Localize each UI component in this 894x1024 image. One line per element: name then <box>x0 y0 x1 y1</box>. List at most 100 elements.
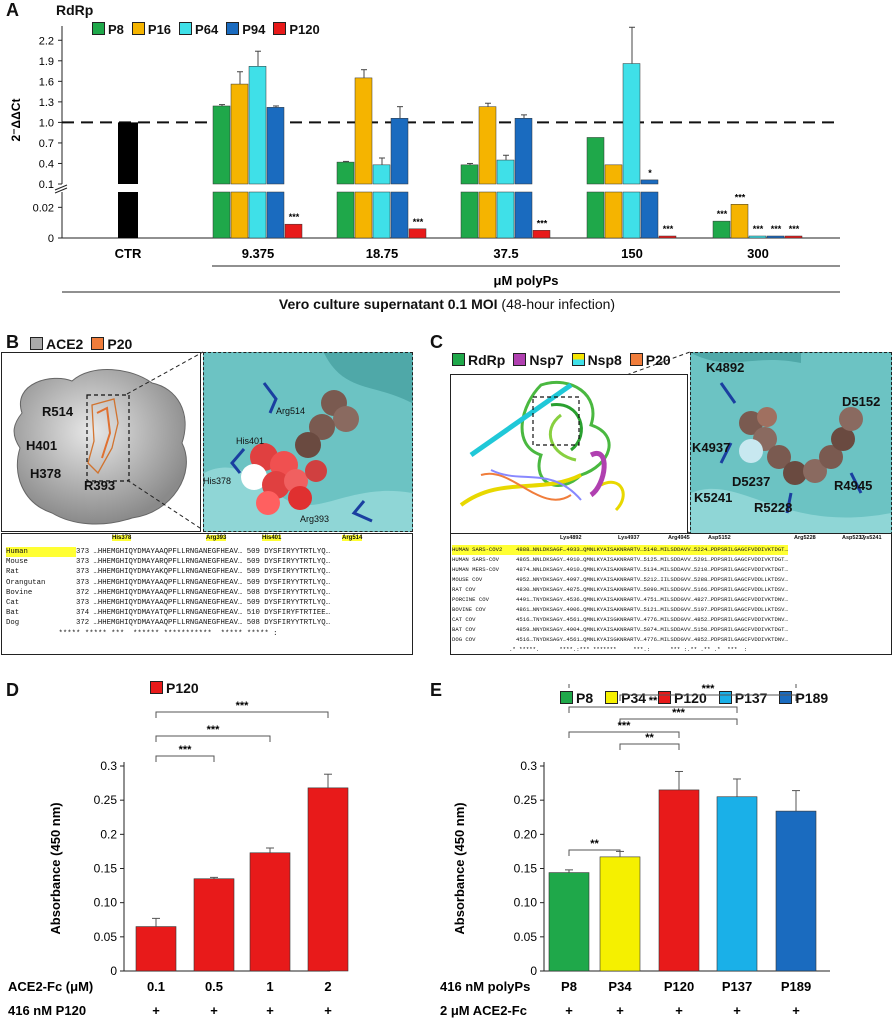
bar-a-P94-4-upper <box>640 179 659 185</box>
legend-c-label-2: Nsp8 <box>587 352 622 368</box>
chart-d-ylabel: Absorbance (450 nm) <box>48 802 63 934</box>
chart-a-svg: 2.2 1.9 1.6 1.3 1.0 0.7 0.4 0.1 0.02 0 2⁻ΔΔCt CTR 9.… <box>9 26 840 293</box>
alignment-row-c-4: RAT COV 4830…NNYDKSAGY…4875…QMNLKYAISAKNR… <box>452 585 888 595</box>
bar-a-P64-1-upper <box>248 66 267 185</box>
species-b-6: Bat <box>6 609 20 618</box>
legend-c-item-0: RdRp <box>452 352 505 368</box>
bar-a-P64-3-upper <box>496 159 515 185</box>
zoom-residue-b-3: Arg393 <box>300 514 330 524</box>
sig-a-P64-5: *** <box>753 224 764 234</box>
zoom-residue-c-1: D5152 <box>842 394 881 409</box>
alignment-row-c-7: CAT COV 4516…TNYDKSAGY…4561…QMNLKYAISGKNR… <box>452 615 888 625</box>
bar-a-P8-3-lower <box>460 191 479 239</box>
alignment-header-c-2: Arg4945 <box>668 535 690 541</box>
bar-a-P120-4 <box>658 235 677 239</box>
alignment-row-b-1: Mouse 373 …HHEMGHIQYDMAYARQPFLLRNGANEGFHE… <box>6 557 408 567</box>
zoom-residue-c-6: R5228 <box>754 500 793 515</box>
chart-e-tick-label-4: 0.20 <box>514 827 538 841</box>
legend-a-item-2: P64 <box>179 22 218 37</box>
chart-e-tick-label-0: 0 <box>530 964 537 978</box>
alignment-header-b-0: His378 <box>112 535 132 541</box>
alignment-header-b-1: Arg393 <box>206 535 227 541</box>
ligand-spheres-c <box>739 407 863 485</box>
bar-a-P120-3 <box>532 230 551 239</box>
bar-a-P8-2-upper <box>336 161 355 185</box>
legend-e-label-3: P137 <box>734 690 768 706</box>
panel-a-chart: 2.2 1.9 1.6 1.3 1.0 0.7 0.4 0.1 0.02 0 2⁻ΔΔCt CTR 9.… <box>0 0 894 320</box>
legend-e-swatch-2 <box>658 691 672 704</box>
axis-break-a-2 <box>54 187 68 194</box>
species-c-2: HUMAN MERS-COV <box>452 566 499 573</box>
species-c-3: MOUSE COV <box>452 576 483 583</box>
protein-complex-image-c <box>450 374 688 534</box>
sequence-b-5-b: 509 DYSFIRYYTRTLYQ… <box>246 599 330 608</box>
tick-label-a-upper-2: 1.6 <box>39 76 54 88</box>
alignment-row-c-3: MOUSE COV 4952…NNYDKSAGY…4997…QMNLKYAISAK… <box>452 575 888 585</box>
sequence-c-7: 4516…TNYDKSAGY…4561…QMNLKYAISGKNRARTV…47… <box>516 616 788 623</box>
zoom-residue-c-5: K5241 <box>694 490 733 505</box>
zoom-residue-b-2: His378 <box>203 476 232 486</box>
residue-label-b-2: H378 <box>30 466 62 481</box>
zoom-residue-b-1: His401 <box>236 436 265 446</box>
species-b-3: Orangutan <box>6 578 46 587</box>
bar-a-P8-5 <box>712 220 731 239</box>
residue-label-b-0: R514 <box>42 404 74 419</box>
chart-a-footer-normal: (48-hour infection) <box>497 296 616 312</box>
bar-a-P16-1-upper <box>230 83 249 185</box>
alignment-rows-b: Human 373 …HHEMGHIQYDMAYAAQPFLLRNGANEGFHE… <box>6 547 408 639</box>
alignment-row-c-0: HUMAN SARS-COV2 4888…NNLDKSAGF…4933…QMNLK… <box>452 545 888 555</box>
sequence-b-4-a: 372 …HHEMGHIQYDMAYAAQPFLLRNGANEGFHEAV… <box>76 588 247 597</box>
tick-label-a-lower-0: 0.02 <box>33 202 54 214</box>
chart-d-tick-label-4: 0.2 <box>100 827 117 841</box>
bar-a-ctr-lower <box>118 192 138 238</box>
species-b-7: Dog <box>6 619 20 628</box>
legend-b-label-0: ACE2 <box>46 336 84 352</box>
bar-a-P16-5 <box>730 204 749 239</box>
bar-a-P64-4-lower <box>622 191 641 239</box>
chart-d-plus-3: + <box>324 1003 332 1018</box>
alignment-header-b-3: Arg514 <box>342 535 363 541</box>
alignment-header-c-1: Lys4937 <box>618 535 640 541</box>
legend-e-label-0: P8 <box>576 690 594 706</box>
chart-e-sig-label-4: *** <box>672 707 686 719</box>
chart-d-bar-3 <box>307 787 349 972</box>
sequence-c-5: 4491…TNYDKSAGY…4536…QMNLKYAISAKNRARTV…47… <box>516 596 788 603</box>
sequence-b-2-a: 373 …HHEMGHIQYDMAYAKQPFLLRNGANEGFHEAV… <box>76 568 247 577</box>
chart-e-sig-bracket-4 <box>619 718 738 725</box>
legend-c-swatch-0 <box>452 353 465 366</box>
legend-e-swatch-4 <box>779 691 793 704</box>
alignment-header-b-2: His401 <box>262 535 282 541</box>
sig-a-P120-5: *** <box>789 224 800 234</box>
chart-e-sig-bracket-5 <box>568 731 680 738</box>
sequence-c-0: 4888…NNLDKSAGF…4933…QMNLKYAISAKNRARTV…51… <box>516 545 788 555</box>
residue-label-b-1: H401 <box>26 438 58 453</box>
chart-e-bar-2 <box>658 789 700 972</box>
legend-a: P8 P16 P64 P94 P120 <box>92 22 320 37</box>
chart-e-tick-label-6: 0.3 <box>520 759 537 773</box>
chart-d-svg: 0 0.05 0.10 0.15 0.2 0.25 0.3 Absorbance (450 n… <box>8 700 349 1018</box>
bar-a-P16-2-lower <box>354 191 373 239</box>
alignment-headers-b: His378 Arg393 His401 Arg514 <box>0 535 412 547</box>
legend-c-swatch-1 <box>513 353 527 366</box>
chart-d-sig-bracket-1 <box>155 735 271 742</box>
sequence-b-7-a: 372 …HHEMGHIQYDMAYAAQPFLLRNGANEGFHEAV… <box>76 619 247 628</box>
legend-a-label-4: P120 <box>289 22 320 37</box>
sequence-b-7-b: 508 DYSFIRYYTRTLYQ… <box>246 619 330 628</box>
sig-a-P120-2: *** <box>413 217 424 227</box>
chart-d-sig-label-0: *** <box>179 744 193 756</box>
chart-e-plus-0: + <box>565 1003 573 1018</box>
bar-a-P8-1-upper <box>212 105 231 185</box>
legend-a-item-1: P16 <box>131 22 172 37</box>
zoom-view-c <box>690 352 892 535</box>
species-c-5: PORCINE COV <box>452 596 489 603</box>
species-b-0: Human <box>6 547 76 558</box>
chart-e-sig-bracket-6 <box>619 743 680 750</box>
alignment-row-b-2: Rat 373 …HHEMGHIQYDMAYAKQPFLLRNGANEGFHEAV… <box>6 567 408 577</box>
alignment-header-c-6: Lys5241 <box>860 535 882 541</box>
legend-a-label-1: P16 <box>147 22 172 37</box>
group-label-a-5: 300 <box>747 246 769 261</box>
species-c-0: HUMAN SARS-COV2 <box>452 545 516 555</box>
species-c-1: HUMAN SARS-COV <box>452 556 499 563</box>
bar-a-P16-4-lower <box>604 191 623 239</box>
chart-e-sig-label-0: ** <box>590 838 599 850</box>
